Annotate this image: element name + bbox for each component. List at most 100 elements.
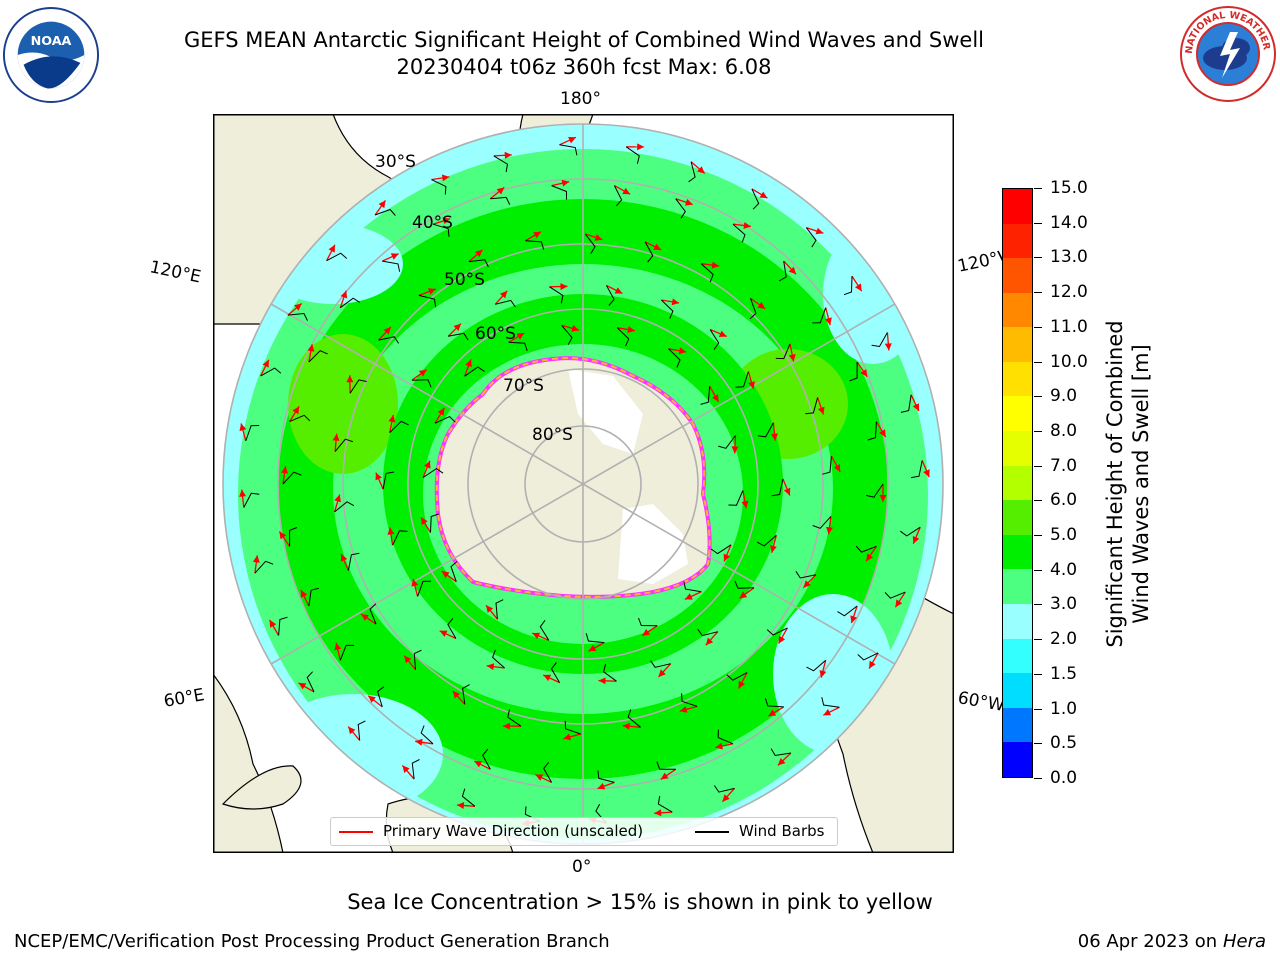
wind-barb [812,307,827,324]
colorbar-segment [1003,431,1032,466]
wave-arrow-head [622,722,630,730]
wave-arrow-head [614,287,623,294]
chart-subtitle: 20230404 t06z 360h fcst Max: 6.08 [396,55,772,79]
colorbar-tick [1034,466,1042,467]
wind-barb [717,729,734,745]
colorbar-tick-label: 11.0 [1050,317,1088,337]
wave-arrow-head [474,249,483,258]
colorbar-tick-label: 9.0 [1050,386,1078,406]
lat-label-40s: 40°S [412,213,453,233]
wave-arrow-head [292,406,300,415]
colorbar-segment [1003,361,1032,397]
colorbar-tick [1034,709,1042,710]
wind-barb [675,198,686,219]
wind-barb [668,348,681,368]
wind-barb [585,633,605,644]
wave-arrow-head [768,709,777,717]
wave-arrow-head [390,253,399,260]
wave-arrow-head [879,495,887,502]
colorbar-segment [1003,327,1032,362]
colorbar-tick-label: 13.0 [1050,247,1088,267]
wind-barb [430,513,439,533]
wind-barb [374,208,396,216]
wave-arrow-head [869,660,876,669]
colorbar-tick-label: 7.0 [1050,456,1078,476]
legend-wave-swatch [339,831,373,833]
wave-arrow-head [486,605,494,613]
wind-barb [688,161,696,183]
wave-arrow-head [441,174,450,182]
lat-label-30s: 30°S [375,152,416,172]
colorbar-tick [1034,500,1042,501]
wave-arrow-head [912,536,920,544]
lon-label-0: 0° [572,857,592,877]
lon-label-60e: 60°E [162,685,206,712]
wave-arrow-head [453,323,461,331]
wave-arrow-head [496,187,505,195]
colorbar [1002,188,1033,778]
footer-date-text: 06 Apr 2023 on [1077,931,1223,952]
wind-barb [561,325,573,345]
wave-arrow-head [486,663,495,671]
wave-arrow-head [441,571,450,579]
wind-barb [308,587,320,607]
wind-barb [709,329,720,350]
wave-arrow-head [653,243,662,250]
wave-arrow-head [563,733,571,741]
colorbar-tick-label: 5.0 [1050,525,1078,545]
legend-barb-swatch [695,831,729,833]
noaa-logo-icon: NOAA [2,6,100,104]
wave-arrow-head [334,642,342,651]
colorbar-tick [1034,604,1042,605]
wind-barb [525,240,545,250]
colorbar-tick [1034,743,1042,744]
wave-arrow-head [819,670,827,678]
sea-ice-note: Sea Ice Concentration > 15% is shown in … [347,890,933,914]
wave-arrow-head [437,407,445,416]
wave-arrow-head [252,555,260,563]
wave-arrow-head [622,187,631,195]
wind-barb [413,649,422,670]
wave-arrow-head [642,628,650,636]
wave-arrow-head [378,200,386,209]
wave-arrow-head [658,669,666,677]
wind-barb [843,276,853,296]
wave-arrow-head [375,472,382,481]
wave-arrow-head [739,591,748,599]
wind-barb [349,379,367,394]
wave-arrow-head [340,554,348,562]
wind-barb [613,185,623,207]
wind-barb [559,144,578,156]
wind-barb [866,483,884,498]
wind-barb [728,490,744,506]
colorbar-tick-label: 0.5 [1050,733,1078,753]
wave-arrow-head [684,593,693,600]
wave-arrow-head [504,151,512,159]
wave-arrow-head [543,674,552,682]
colorbar-segment [1003,673,1032,708]
wind-barb [849,362,858,382]
wave-arrow-head [912,403,919,411]
wave-arrow-head [348,726,356,735]
wave-arrow-head [660,772,669,780]
wave-arrow-head [442,217,451,225]
wave-arrow-head [783,487,791,496]
wind-barb [771,478,784,497]
wind-barb [378,336,400,344]
wave-arrow-head [627,326,635,333]
wind-barb [326,252,348,262]
wave-arrow-head [678,347,687,355]
wind-barb [245,425,260,441]
lon-label-180: 180° [560,89,601,109]
wave-arrow-head [418,369,427,377]
wind-barb [495,599,504,620]
footer-branch: NCEP/EMC/Verification Post Processing Pr… [14,931,610,952]
wave-arrow-head [568,137,576,144]
wind-barb [434,416,456,424]
map-legend: Primary Wave Direction (unscaled) Wind B… [330,817,838,846]
footer-date: 06 Apr 2023 on Hera [1078,931,1266,952]
wind-barb [650,660,671,668]
wave-arrow-head [439,630,448,637]
colorbar-tick-label: 8.0 [1050,421,1078,441]
wind-barb [656,761,676,770]
